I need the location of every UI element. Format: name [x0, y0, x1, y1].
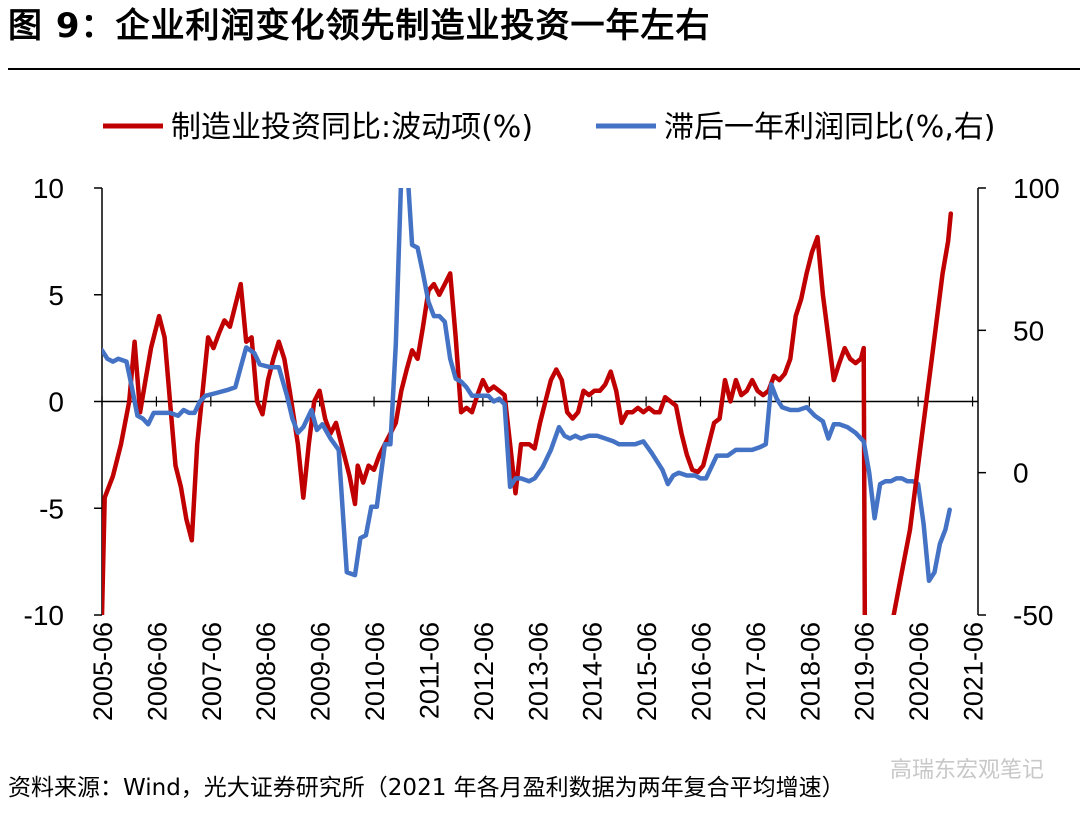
- legend-label: 制造业投资同比:波动项(%): [171, 110, 533, 145]
- y-left-tick-label: -5: [39, 493, 64, 524]
- y-left-tick-label: -10: [24, 600, 64, 631]
- title-divider: [8, 68, 1080, 70]
- series-line-1: [102, 188, 952, 584]
- x-tick-label: 2007-06: [197, 622, 227, 721]
- x-tick-label: 2016-06: [687, 622, 717, 721]
- y-left-tick-label: 5: [48, 280, 64, 311]
- chart-series: [102, 188, 954, 615]
- x-tick-label: 2008-06: [251, 622, 281, 721]
- x-tick-label: 2014-06: [578, 622, 608, 721]
- x-tick-label: 2021-06: [959, 622, 989, 721]
- x-tick-label: 2020-06: [904, 622, 934, 721]
- x-tick-label: 2005-06: [88, 622, 118, 721]
- y-right-tick-label: 0: [1013, 458, 1029, 489]
- x-tick-label: 2017-06: [741, 622, 771, 721]
- x-tick-label: 2018-06: [795, 622, 825, 721]
- x-tick-label: 2015-06: [632, 622, 662, 721]
- source-note: 资料来源：Wind，光大证券研究所（2021 年各月盈利数据为两年复合平均增速）: [8, 775, 845, 801]
- x-tick-label: 2009-06: [306, 622, 336, 721]
- legend-label: 滞后一年利润同比(%,右): [664, 110, 995, 145]
- y-left-tick-label: 0: [48, 387, 64, 418]
- x-tick-label: 2012-06: [469, 622, 499, 721]
- y-right-tick-label: -50: [1013, 600, 1053, 631]
- x-tick-label: 2010-06: [360, 622, 390, 721]
- x-tick-label: 2006-06: [142, 622, 172, 721]
- x-tick-label: 2013-06: [523, 622, 553, 721]
- page-title: 图 9：企业利润变化领先制造业投资一年左右: [8, 6, 711, 46]
- series-line-2: [891, 211, 954, 615]
- series-line-0: [102, 234, 868, 615]
- chart-axes: [94, 187, 986, 616]
- y-right-tick-label: 100: [1013, 173, 1060, 204]
- x-tick-label: 2019-06: [850, 622, 880, 721]
- y-left-tick-label: 10: [33, 173, 64, 204]
- chart-legend: 制造业投资同比:波动项(%) 滞后一年利润同比(%,右): [103, 110, 995, 145]
- y-right-tick-label: 50: [1013, 315, 1044, 346]
- x-tick-label: 2011-06: [414, 622, 444, 719]
- watermark: 高瑞东宏观笔记: [889, 758, 1044, 783]
